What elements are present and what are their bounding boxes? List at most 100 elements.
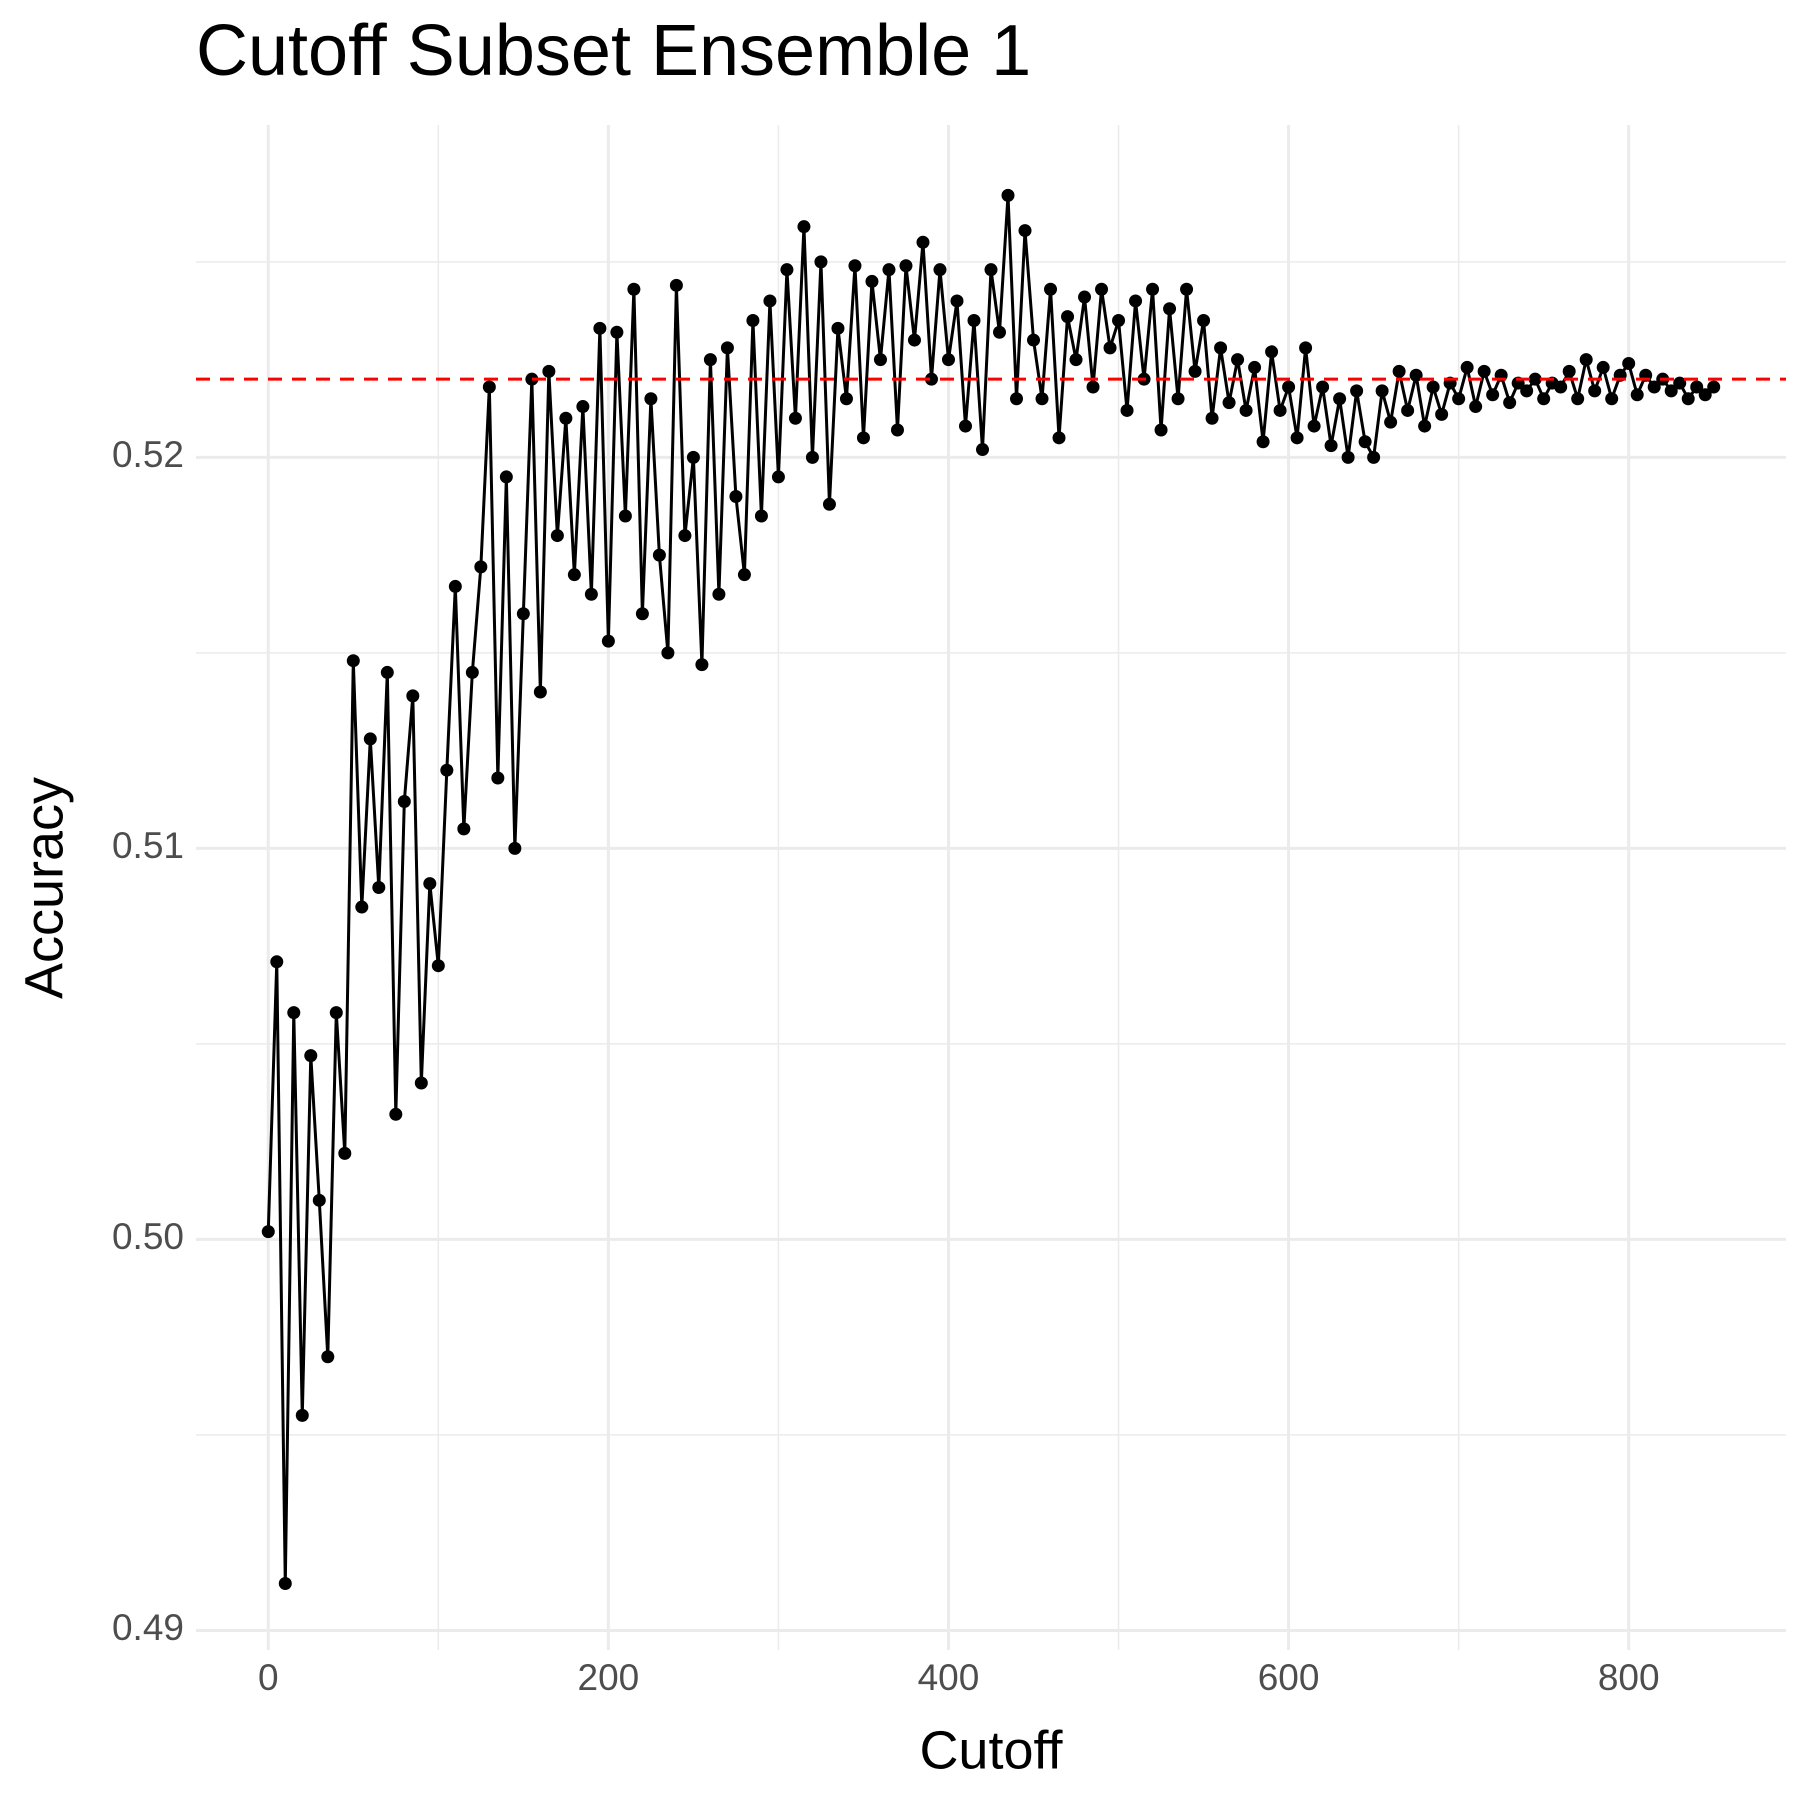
data-point	[1307, 419, 1321, 433]
data-point	[1622, 357, 1636, 371]
data-point	[1707, 380, 1721, 394]
data-point	[1350, 384, 1364, 398]
data-point	[601, 634, 615, 648]
data-point	[1112, 314, 1126, 328]
data-point	[1426, 380, 1440, 394]
data-point	[312, 1193, 326, 1207]
data-point	[780, 263, 794, 277]
data-point	[882, 263, 896, 277]
data-point	[669, 278, 683, 292]
data-point	[448, 579, 462, 593]
data-point	[482, 380, 496, 394]
data-point	[1171, 392, 1185, 406]
data-point	[567, 568, 581, 582]
data-point	[1163, 302, 1177, 316]
data-point	[550, 529, 564, 543]
data-point	[372, 881, 386, 894]
data-point	[933, 263, 947, 277]
data-point	[941, 353, 955, 367]
data-point	[1188, 364, 1202, 378]
data-point	[338, 1146, 352, 1160]
data-point	[1358, 435, 1372, 449]
data-point	[746, 314, 760, 328]
data-point	[1197, 314, 1211, 328]
data-point	[1044, 282, 1058, 296]
data-point	[627, 282, 641, 296]
data-point	[1256, 435, 1270, 449]
data-point	[712, 587, 726, 601]
x-axis-title: Cutoff	[919, 1720, 1063, 1780]
data-point	[278, 1577, 292, 1591]
data-point	[907, 333, 921, 347]
data-point	[703, 353, 717, 367]
data-point	[576, 400, 590, 414]
data-point	[771, 470, 785, 484]
data-point	[1078, 290, 1092, 304]
data-point	[355, 900, 369, 914]
data-point	[261, 1225, 275, 1239]
data-point	[754, 509, 768, 523]
data-point	[890, 423, 904, 437]
data-point	[1018, 224, 1032, 238]
data-point	[1265, 345, 1279, 359]
data-point	[1299, 341, 1313, 355]
data-point	[950, 294, 964, 308]
data-point	[1520, 384, 1534, 398]
data-point	[423, 877, 437, 891]
x-tick-label: 0	[258, 1657, 279, 1698]
data-point	[1579, 353, 1593, 367]
data-point	[856, 431, 870, 445]
data-point	[1316, 380, 1330, 394]
data-point	[474, 560, 488, 574]
data-point	[1698, 388, 1712, 402]
data-point	[329, 1006, 343, 1020]
data-point	[822, 497, 836, 511]
data-point	[1435, 407, 1449, 421]
data-point	[1248, 360, 1262, 374]
data-point	[1214, 341, 1228, 355]
data-point	[873, 353, 887, 367]
data-point	[1154, 423, 1168, 437]
data-point	[346, 654, 360, 668]
data-point	[1681, 392, 1695, 406]
data-point	[1418, 419, 1432, 433]
data-point	[686, 450, 700, 464]
data-point	[1061, 310, 1075, 324]
data-point	[1239, 403, 1253, 417]
y-tick-label: 0.50	[112, 1216, 184, 1257]
data-point	[661, 646, 675, 660]
data-point	[1647, 380, 1661, 394]
data-point	[993, 325, 1007, 339]
chart-title: Cutoff Subset Ensemble 1	[196, 11, 1031, 91]
data-point	[1562, 364, 1576, 378]
data-point	[270, 955, 284, 969]
data-point	[1477, 364, 1491, 378]
data-point	[389, 1107, 403, 1121]
data-point	[678, 529, 692, 543]
data-point	[1010, 392, 1024, 406]
data-point	[533, 685, 547, 699]
x-tick-label: 200	[578, 1657, 640, 1698]
data-point	[720, 341, 734, 355]
data-point	[525, 372, 539, 386]
y-tick-label: 0.52	[112, 434, 184, 475]
data-point	[865, 274, 879, 288]
data-point	[644, 392, 658, 406]
data-point	[729, 489, 743, 503]
y-tick-label: 0.51	[112, 825, 184, 866]
data-point	[287, 1006, 301, 1020]
data-point	[1452, 392, 1466, 406]
data-point	[457, 822, 471, 836]
data-point	[1290, 431, 1304, 445]
data-point	[1069, 353, 1083, 367]
data-point	[1554, 380, 1568, 394]
data-point	[1035, 392, 1049, 406]
data-point	[924, 372, 938, 386]
data-point	[1375, 384, 1389, 398]
data-point	[805, 450, 819, 464]
data-point	[1222, 396, 1236, 410]
data-point	[635, 607, 649, 621]
